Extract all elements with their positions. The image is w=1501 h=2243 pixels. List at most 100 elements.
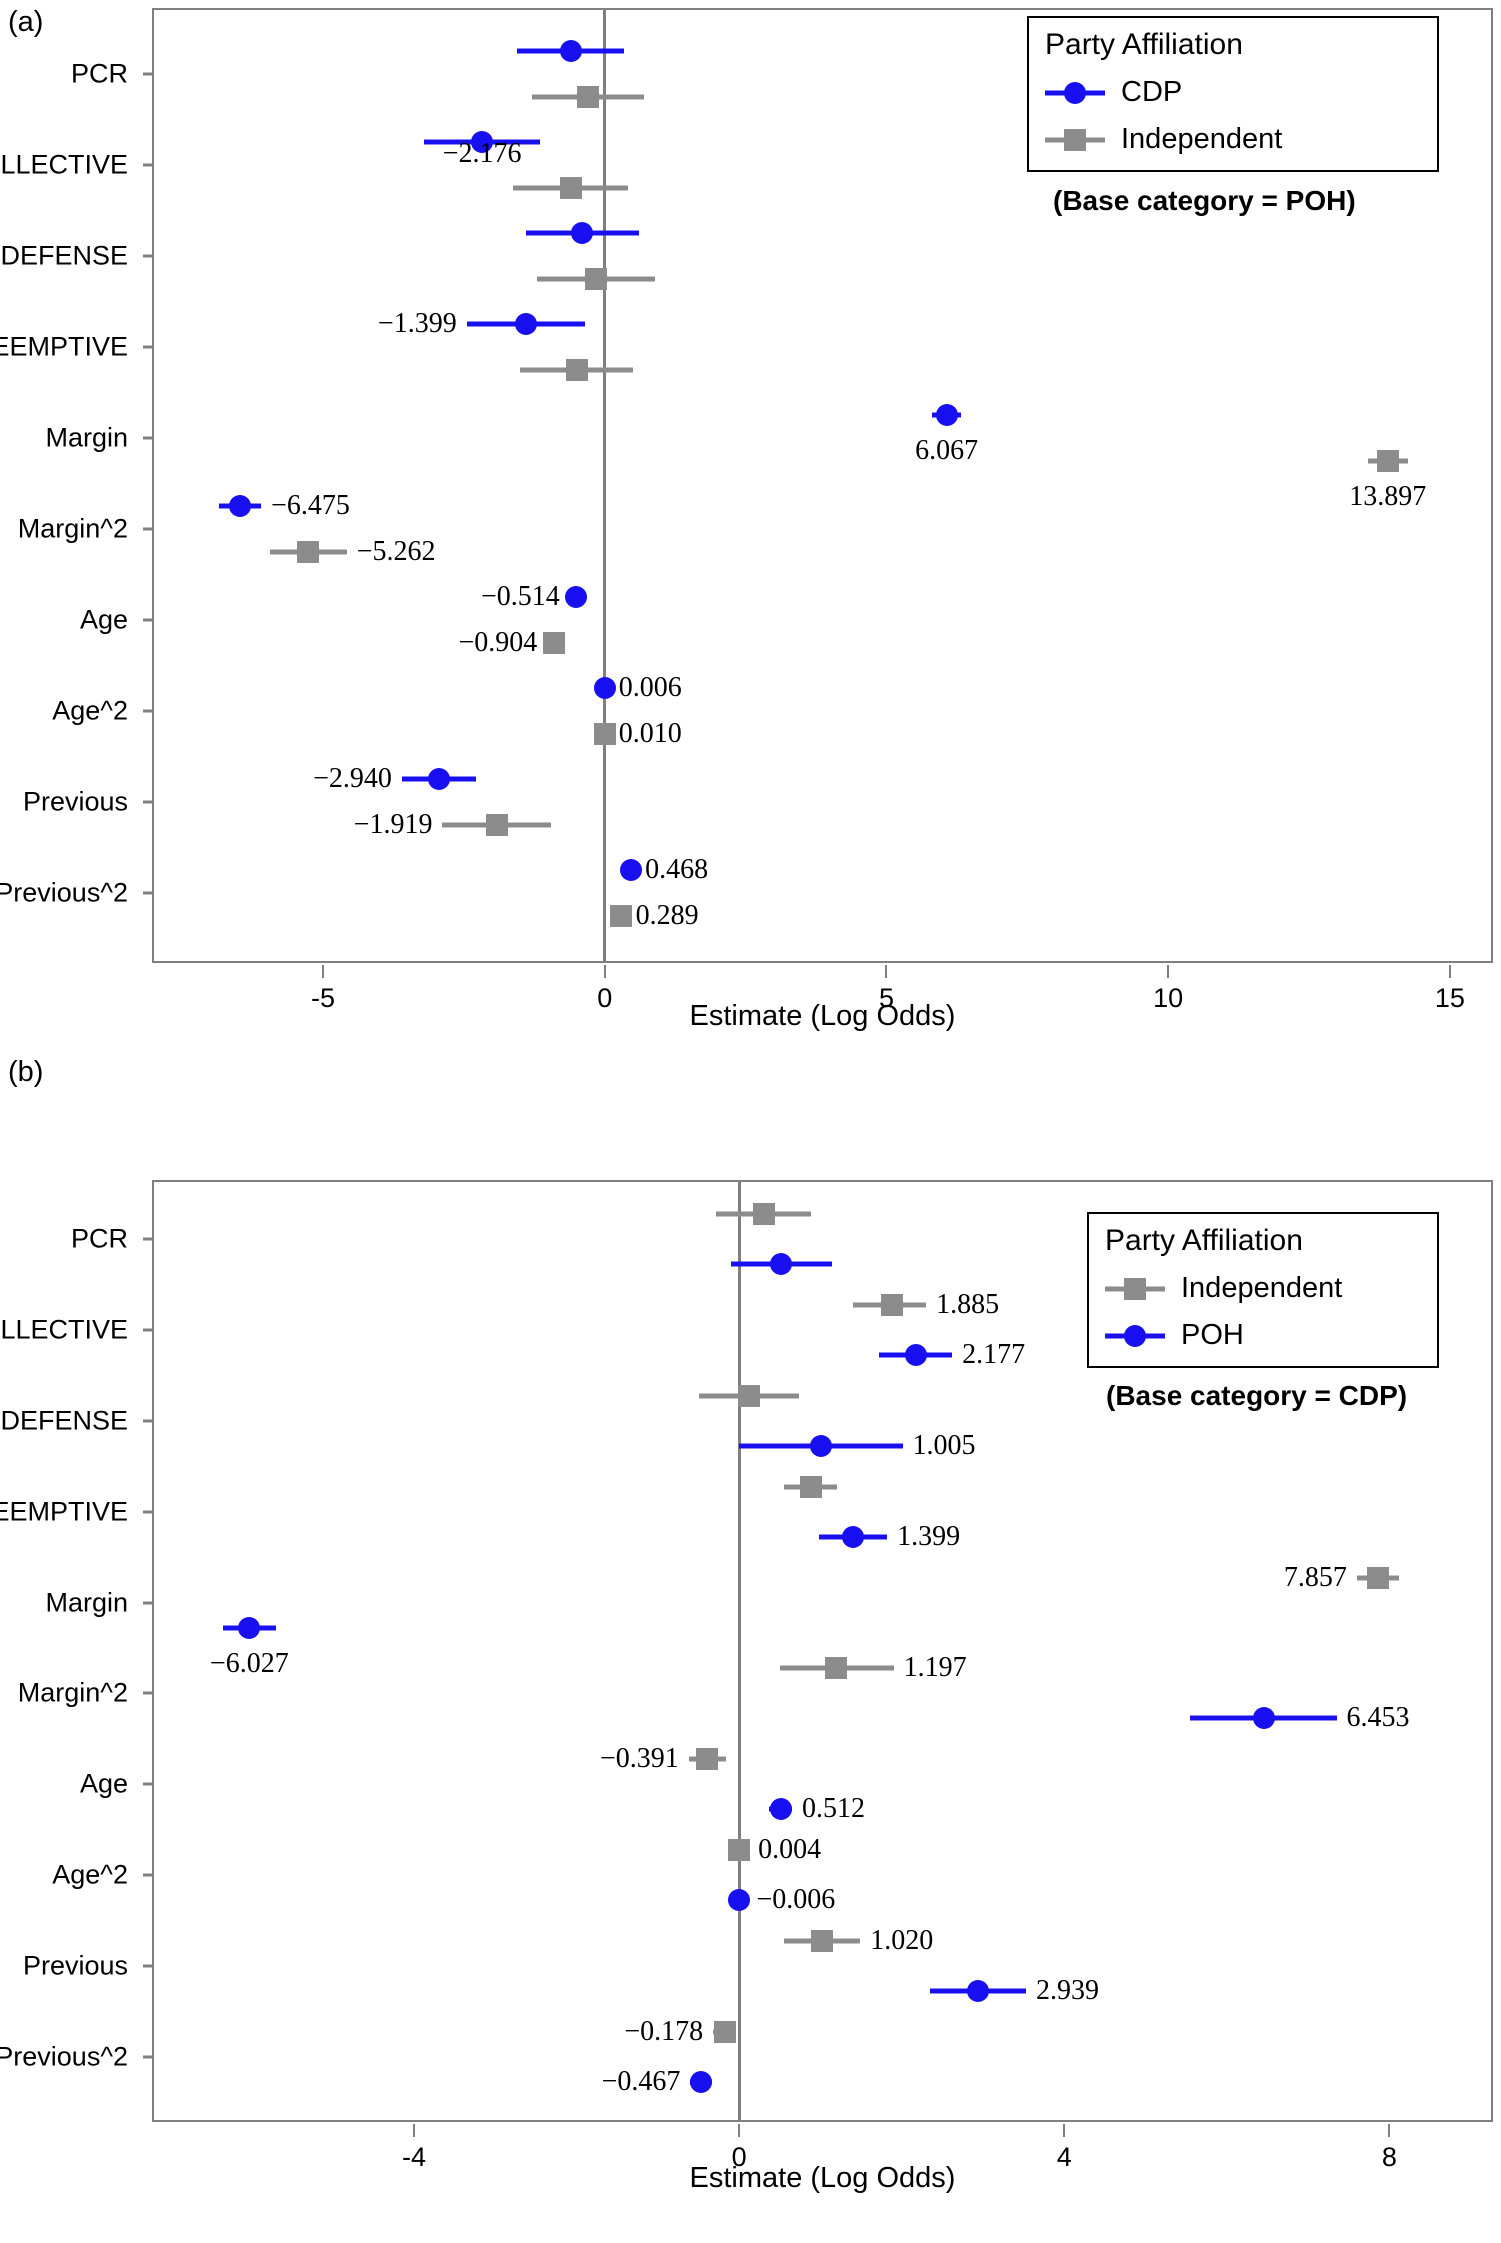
estimate-marker-circle[interactable] bbox=[571, 221, 594, 244]
estimate-value-label: −1.919 bbox=[353, 809, 433, 841]
estimate-value-label: 1.885 bbox=[936, 1289, 1000, 1321]
estimate-marker-square[interactable] bbox=[485, 814, 508, 837]
estimate-value-label: 6.067 bbox=[915, 434, 979, 466]
estimate-marker-square[interactable] bbox=[713, 2020, 736, 2043]
panel-b-tag: (b) bbox=[8, 1056, 44, 1088]
estimate-value-label: −2.940 bbox=[313, 763, 392, 795]
y-axis-category-label: Margin^2 bbox=[17, 1677, 128, 1708]
legend-a: Party Affiliation CDP Independent bbox=[1027, 16, 1439, 172]
legend-marker-circle-icon bbox=[1045, 80, 1105, 106]
x-axis-tick-label: 4 bbox=[1056, 2142, 1072, 2172]
x-axis-tick-mark bbox=[1388, 2124, 1391, 2137]
estimate-marker-circle[interactable] bbox=[769, 1798, 792, 1821]
y-axis-tick-mark bbox=[143, 1964, 154, 1968]
estimate-marker-circle[interactable] bbox=[620, 859, 643, 882]
estimate-marker-square[interactable] bbox=[297, 541, 320, 564]
y-axis-category-label: PREEMPTIVE bbox=[0, 1496, 128, 1527]
legend-label-independent-b: Independent bbox=[1181, 1272, 1343, 1304]
estimate-value-label: 0.010 bbox=[618, 718, 682, 750]
estimate-marker-circle[interactable] bbox=[594, 677, 617, 700]
estimate-marker-square[interactable] bbox=[737, 1385, 760, 1407]
estimate-value-label: −6.027 bbox=[209, 1647, 289, 1679]
y-axis-category-label: PCR bbox=[70, 1223, 128, 1254]
estimate-marker-square[interactable] bbox=[594, 723, 617, 746]
estimate-value-label: 2.177 bbox=[962, 1339, 1026, 1371]
estimate-marker-square[interactable] bbox=[1366, 1566, 1389, 1589]
estimate-marker-circle[interactable] bbox=[690, 2070, 713, 2093]
x-axis-tick-mark bbox=[603, 965, 606, 978]
estimate-marker-square[interactable] bbox=[1376, 449, 1399, 472]
panel-b: (b) PCR COLLECTIVE DEFENSE PREEMPTIVE Margin… bbox=[0, 1050, 1501, 2243]
legend-entry-poh[interactable]: POH bbox=[1105, 1319, 1421, 1352]
estimate-marker-square[interactable] bbox=[610, 905, 633, 928]
estimate-value-label: −2.176 bbox=[442, 137, 522, 169]
zero-reference-line bbox=[737, 1182, 741, 2120]
y-axis-category-label: Margin bbox=[45, 422, 128, 453]
y-axis-tick-mark bbox=[143, 345, 154, 349]
x-axis-tick-label: 0 bbox=[597, 983, 613, 1013]
estimate-value-label: 7.857 bbox=[1283, 1561, 1347, 1593]
estimate-marker-square[interactable] bbox=[565, 358, 588, 381]
estimate-marker-circle[interactable] bbox=[770, 1253, 793, 1276]
y-axis-tick-mark bbox=[143, 254, 154, 258]
estimate-value-label: 0.006 bbox=[618, 672, 682, 704]
estimate-value-label: 6.453 bbox=[1346, 1702, 1410, 1734]
x-axis-title-a: Estimate (Log Odds) bbox=[689, 1000, 956, 1032]
estimate-marker-square[interactable] bbox=[696, 1748, 719, 1771]
estimate-marker-circle[interactable] bbox=[905, 1344, 928, 1367]
estimate-marker-circle[interactable] bbox=[428, 768, 451, 791]
estimate-marker-circle[interactable] bbox=[967, 1979, 990, 2002]
y-axis-category-label: Previous^2 bbox=[0, 877, 128, 908]
legend-entry-independent[interactable]: Independent bbox=[1045, 123, 1421, 156]
y-axis-category-label: Previous bbox=[22, 1950, 128, 1981]
estimate-marker-circle[interactable] bbox=[471, 130, 494, 153]
estimate-marker-circle[interactable] bbox=[809, 1435, 832, 1457]
estimate-marker-square[interactable] bbox=[559, 176, 582, 199]
y-axis-tick-mark bbox=[143, 163, 154, 167]
estimate-marker-square[interactable] bbox=[881, 1294, 904, 1317]
y-axis-tick-mark bbox=[143, 891, 154, 895]
estimate-marker-circle[interactable] bbox=[1252, 1707, 1275, 1730]
x-axis-tick-label: 8 bbox=[1381, 2142, 1397, 2172]
estimate-marker-circle[interactable] bbox=[935, 403, 958, 426]
legend-entry-independent-b[interactable]: Independent bbox=[1105, 1272, 1421, 1305]
estimate-marker-square[interactable] bbox=[799, 1475, 822, 1498]
estimate-marker-circle[interactable] bbox=[841, 1525, 864, 1548]
x-axis-title-b: Estimate (Log Odds) bbox=[689, 2162, 956, 2194]
estimate-value-label: 13.897 bbox=[1349, 480, 1427, 512]
y-axis-category-label: DEFENSE bbox=[0, 1405, 128, 1436]
estimate-marker-square[interactable] bbox=[728, 1839, 751, 1861]
estimate-marker-circle[interactable] bbox=[727, 1889, 750, 1911]
legend-entry-cdp[interactable]: CDP bbox=[1045, 76, 1421, 109]
estimate-marker-square[interactable] bbox=[542, 632, 565, 655]
estimate-marker-square[interactable] bbox=[752, 1203, 775, 1226]
estimate-value-label: −0.904 bbox=[458, 627, 538, 659]
plot-area-a: PCR COLLECTIVE DEFENSE PREEMPTIVE Margin Marg… bbox=[0, 10, 1491, 1013]
x-axis-tick-mark bbox=[1167, 965, 1170, 978]
x-axis-tick-mark bbox=[413, 2124, 416, 2137]
y-axis-tick-mark bbox=[143, 800, 154, 804]
x-axis-tick-mark bbox=[322, 965, 325, 978]
estimate-marker-square[interactable] bbox=[585, 267, 608, 290]
estimate-value-label: −5.262 bbox=[356, 536, 436, 568]
estimate-marker-circle[interactable] bbox=[564, 586, 587, 609]
estimate-marker-circle[interactable] bbox=[228, 495, 251, 518]
estimate-value-label: 1.399 bbox=[897, 1520, 961, 1552]
estimate-marker-square[interactable] bbox=[576, 85, 599, 108]
y-axis-tick-mark bbox=[143, 436, 154, 440]
y-axis-tick-mark bbox=[143, 1782, 154, 1786]
plot-area-b: PCR COLLECTIVE DEFENSE PREEMPTIVE Margin Marg… bbox=[0, 1182, 1491, 2172]
estimate-marker-square[interactable] bbox=[811, 1929, 834, 1952]
x-axis-tick-label: 10 bbox=[1153, 983, 1184, 1013]
y-axis-tick-mark bbox=[143, 1419, 154, 1423]
legend-marker-square-icon bbox=[1105, 1276, 1165, 1302]
estimate-marker-circle[interactable] bbox=[559, 39, 582, 62]
estimate-value-label: −0.514 bbox=[481, 581, 560, 613]
x-axis-tick-label: -4 bbox=[402, 2142, 427, 2172]
x-axis-tick-mark bbox=[885, 965, 888, 978]
estimate-marker-circle[interactable] bbox=[238, 1616, 261, 1639]
zero-reference-line bbox=[603, 10, 607, 961]
plot-frame-b: PCR COLLECTIVE DEFENSE PREEMPTIVE Margin Marg… bbox=[0, 1180, 1493, 2172]
estimate-marker-circle[interactable] bbox=[514, 312, 537, 335]
estimate-marker-square[interactable] bbox=[825, 1657, 848, 1680]
